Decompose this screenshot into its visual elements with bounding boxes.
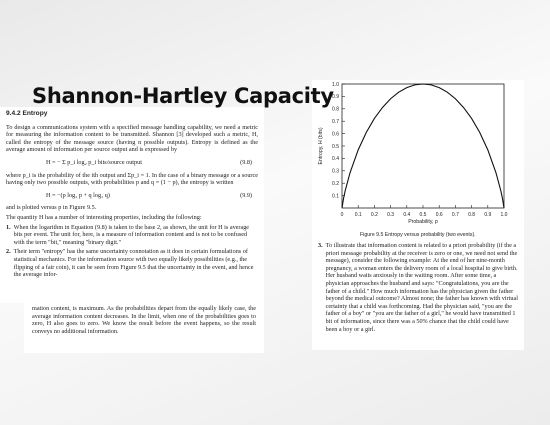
x-tick-label: 0.3	[387, 212, 394, 218]
section-heading: 9.4.2 Entropy	[6, 110, 48, 117]
x-tick-label: 1.0	[501, 212, 508, 218]
document-page-continued: mation content, is maximum. As the proba…	[24, 303, 264, 353]
y-tick-label: 0.2	[332, 181, 339, 187]
equation-9-8: H = − Σ p_i log₂ p_i bits/source output …	[46, 159, 252, 167]
y-tick-label: 0.8	[332, 107, 339, 113]
paragraph-continued: mation content, is maximum. As the proba…	[32, 305, 256, 335]
entropy-chart: 0 0.1 0.2 0.3 0.4 0.5 0.6 0.7 0.8 0.9 1.0 0.1 0.2 0.3…	[318, 82, 508, 238]
y-tick-label: 0.1	[332, 193, 339, 199]
y-tick-label: 0.5	[332, 144, 339, 150]
list-item: 2. Their term "entropy" has the same unc…	[6, 248, 258, 278]
paragraph-plotted: and is plotted versus p in Figure 9.5.	[6, 204, 97, 212]
chart-plot-area: 0 0.1 0.2 0.3 0.4 0.5 0.6 0.7 0.8 0.9 1.0 0.1 0.2 0.3…	[318, 82, 508, 225]
x-tick-label: 0.4	[403, 212, 410, 218]
x-tick-label: 0	[341, 212, 344, 218]
equation-expression: H = − Σ p_i log₂ p_i bits/source output	[46, 158, 142, 166]
x-tick-label: 0.7	[452, 212, 459, 218]
x-tick-label: 0.5	[420, 212, 427, 218]
slide-title: Shannon-Hartley Capacity	[32, 84, 334, 108]
list-item: 1. When the logarithm in Equation (9.8) …	[6, 224, 258, 247]
equation-expression: H = −(p log₂ p + q log₂ q)	[46, 191, 110, 199]
paragraph-intro: To design a communications system with a…	[6, 123, 258, 154]
x-tick-label: 0.2	[371, 212, 378, 218]
y-tick-label: 1.0	[332, 82, 339, 88]
y-tick-label: 0.9	[332, 94, 339, 100]
list-item: 3. To illustrate that information conten…	[318, 242, 518, 333]
y-axis-label: Entropy, H (bits)	[318, 127, 324, 164]
y-tick-label: 0.4	[332, 156, 339, 162]
plot-frame	[341, 83, 505, 209]
paragraph-properties: The quantity H has a number of interesti…	[6, 213, 202, 221]
list-text: When the logarithm in Equation (9.8) is …	[13, 223, 250, 246]
x-axis-label: Probability, p	[408, 219, 438, 225]
x-tick-label: 0.6	[436, 212, 443, 218]
y-tick-label: 0.6	[332, 131, 339, 137]
x-tick-label: 0.1	[355, 212, 362, 218]
list-number: 2.	[6, 248, 11, 256]
paragraph-where: where p_i is the probability of the ith …	[6, 171, 258, 187]
list-text: To illustrate that information content i…	[325, 242, 518, 333]
list-number: 1.	[6, 223, 11, 231]
y-tick-label: 0.7	[332, 119, 339, 125]
equation-9-9: H = −(p log₂ p + q log₂ q) (9.9)	[46, 192, 252, 200]
x-tick-label: 0.9	[484, 212, 491, 218]
x-tick-label: 0.8	[468, 212, 475, 218]
list-number: 3.	[318, 242, 323, 249]
document-page-left: 9.4.2 Entropy To design a communications…	[0, 107, 264, 303]
y-tick-label: 0.3	[332, 169, 339, 175]
figure-caption: Figure 9.5 Entropy versus probability (t…	[360, 232, 476, 238]
equation-number: (9.9)	[240, 191, 252, 199]
list-text: Their term "entropy" has the same uncert…	[13, 248, 254, 279]
figure-panel: 0 0.1 0.2 0.3 0.4 0.5 0.6 0.7 0.8 0.9 1.0 0.1 0.2 0.3…	[312, 80, 524, 240]
document-page-right: 3. To illustrate that information conten…	[312, 240, 524, 350]
equation-number: (9.8)	[240, 158, 252, 166]
entropy-curve	[341, 83, 505, 209]
